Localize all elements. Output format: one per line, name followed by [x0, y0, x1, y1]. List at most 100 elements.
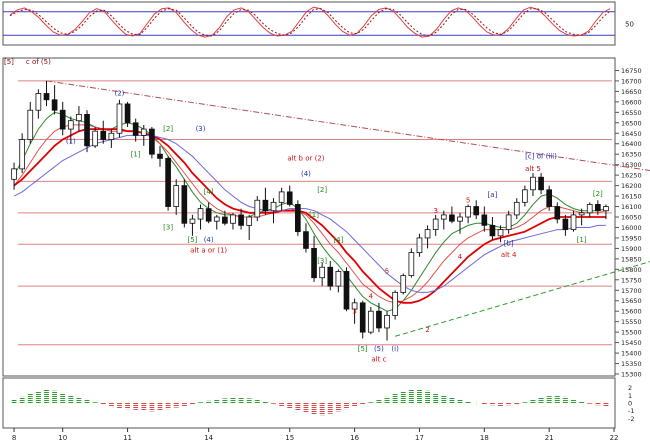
candlestick	[505, 210, 512, 234]
candlestick	[392, 290, 398, 320]
candlestick	[76, 106, 82, 132]
candlestick	[440, 210, 447, 230]
candlestick	[481, 206, 488, 232]
price-tick-label: 16150	[621, 193, 642, 201]
candlestick	[424, 225, 431, 249]
candlestick	[295, 200, 301, 236]
price-tick-label: 15900	[621, 245, 642, 253]
candlestick	[367, 307, 374, 335]
price-tick-label: 15550	[621, 318, 642, 326]
x-axis-tick-label: 21	[545, 434, 554, 442]
candle-body	[586, 204, 593, 214]
wave-label: alt 4	[501, 251, 517, 259]
price-tick-label: 16100	[621, 203, 642, 211]
candle-body	[530, 176, 536, 191]
wave-label: [5]	[187, 236, 197, 244]
candlestick	[570, 210, 577, 232]
oscillator-panel: 50	[2, 1, 634, 46]
wave-label: [3]	[317, 257, 327, 265]
histogram-tick-label: 2	[628, 384, 632, 392]
oscillator-series-line	[9, 6, 611, 38]
candle-body	[76, 114, 82, 122]
wave-label: (4)	[204, 236, 214, 244]
candlestick	[513, 198, 520, 220]
candlestick	[108, 129, 115, 148]
candlestick	[262, 187, 269, 215]
candlestick	[465, 204, 471, 224]
price-tick-label: 15400	[621, 350, 642, 358]
candle-body	[100, 130, 107, 140]
wave-label: 3	[433, 207, 437, 215]
candlestick	[11, 162, 17, 190]
wave-label: (2)	[114, 90, 124, 98]
wave-label: [4]	[204, 188, 214, 196]
candle-body	[497, 229, 504, 237]
wave-label: [1]	[131, 150, 141, 158]
candle-body	[376, 310, 382, 329]
price-tick-label: 16600	[621, 98, 642, 106]
wave-label: (3)	[196, 125, 206, 133]
x-axis-tick-label: 11	[123, 434, 132, 442]
candlestick	[327, 260, 334, 291]
price-tick-label: 16650	[621, 88, 642, 96]
candle-body	[578, 212, 585, 216]
candlestick	[149, 126, 155, 159]
candlestick	[351, 298, 358, 324]
candle-body	[140, 128, 147, 136]
candlestick	[400, 273, 407, 295]
candle-body	[392, 291, 398, 316]
x-axis-tick-label: 22	[610, 434, 619, 442]
candle-body	[51, 99, 58, 111]
price-tick-label: 16050	[621, 214, 642, 222]
candle-body	[43, 93, 50, 101]
candle-body	[400, 275, 407, 293]
candle-body	[11, 168, 17, 180]
candlestick	[205, 202, 212, 224]
candle-body	[481, 214, 488, 226]
candle-body	[84, 114, 90, 147]
candle-body	[319, 266, 325, 279]
candle-body	[92, 130, 98, 147]
candlestick	[530, 173, 536, 197]
candle-body	[205, 208, 212, 222]
price-tick-label: 15600	[621, 308, 642, 316]
wave-label: [1]	[577, 236, 587, 244]
candle-body	[295, 204, 301, 233]
price-tick-label: 15750	[621, 276, 642, 284]
wave-label: [1]	[309, 211, 319, 219]
candle-body	[522, 189, 528, 203]
wave-label: alt b or (2)	[287, 154, 324, 162]
candle-body	[278, 191, 285, 203]
price-tick-label: 15500	[621, 329, 642, 337]
histogram-tick-label: -2	[628, 415, 634, 423]
candle-body	[222, 216, 228, 224]
candle-body	[35, 93, 42, 111]
wave-label: 2	[425, 326, 429, 334]
trendline	[394, 261, 650, 337]
candlestick	[157, 145, 163, 167]
candle-body	[27, 109, 34, 140]
candle-body	[489, 224, 496, 237]
candle-body	[189, 218, 196, 224]
price-tick-label: 15350	[621, 360, 642, 368]
wave-label: [2]	[317, 186, 327, 194]
candlestick	[303, 223, 309, 253]
candle-body	[384, 314, 390, 329]
price-panel: 15300 15350 15400 15450 15500 15550 15600 15650…	[2, 57, 650, 379]
candlestick	[230, 212, 236, 230]
candlestick	[457, 212, 463, 234]
candle-body	[213, 216, 220, 222]
candle-body	[408, 252, 415, 277]
price-tick-label: 16000	[621, 224, 642, 232]
wave-label: [a]	[488, 191, 498, 199]
candle-body	[116, 103, 123, 134]
price-tick-label: 16450	[621, 130, 642, 138]
wave-label: [3]	[163, 224, 173, 232]
candlestick	[181, 179, 188, 228]
candle-body	[505, 214, 512, 230]
candlestick	[222, 210, 228, 226]
candle-body	[165, 157, 171, 207]
candle-body	[67, 120, 74, 130]
price-tick-label: 15450	[621, 339, 642, 347]
